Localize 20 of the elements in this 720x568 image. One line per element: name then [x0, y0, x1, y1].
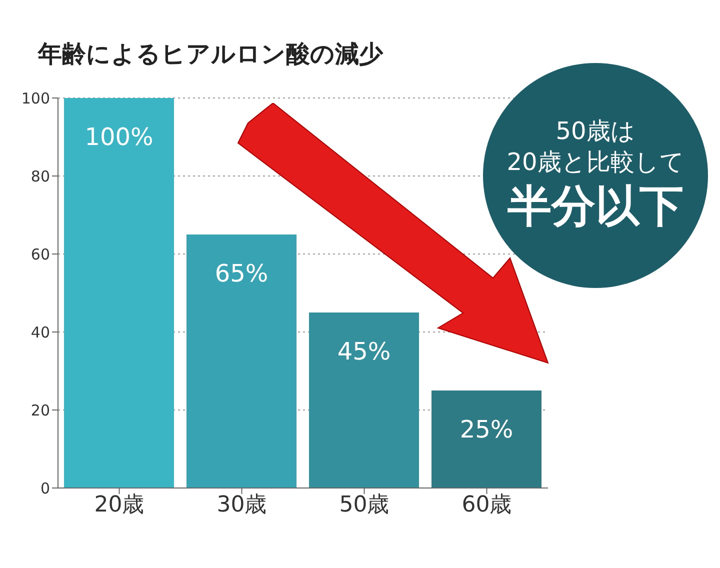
y-tick-label: 0 — [40, 479, 50, 498]
data-label: 65% — [214, 260, 268, 288]
y-tick-label: 60 — [30, 245, 50, 264]
data-label: 25% — [460, 416, 514, 444]
circle-badge: 50歳は 20歳と比較して 半分以下 — [483, 63, 708, 288]
data-label: 45% — [337, 338, 391, 366]
bar — [64, 98, 174, 488]
y-tick-label: 40 — [30, 323, 50, 342]
annotation: 半分以下 — [508, 180, 684, 234]
x-tick-label: 30歳 — [216, 492, 267, 518]
y-tick-label: 80 — [30, 167, 50, 186]
y-tick-label: 100 — [21, 89, 50, 108]
y-tick-label: 20 — [30, 401, 50, 420]
annotation: 20歳と比較して — [506, 146, 684, 178]
x-tick-label: 20歳 — [94, 492, 144, 518]
x-tick-label: 60歳 — [462, 492, 512, 518]
x-tick-label: 50歳 — [339, 492, 390, 518]
chart-title: 年齢によるヒアルロン酸の減少 — [38, 39, 383, 70]
data-label: 100% — [84, 123, 154, 152]
bar — [432, 390, 542, 488]
